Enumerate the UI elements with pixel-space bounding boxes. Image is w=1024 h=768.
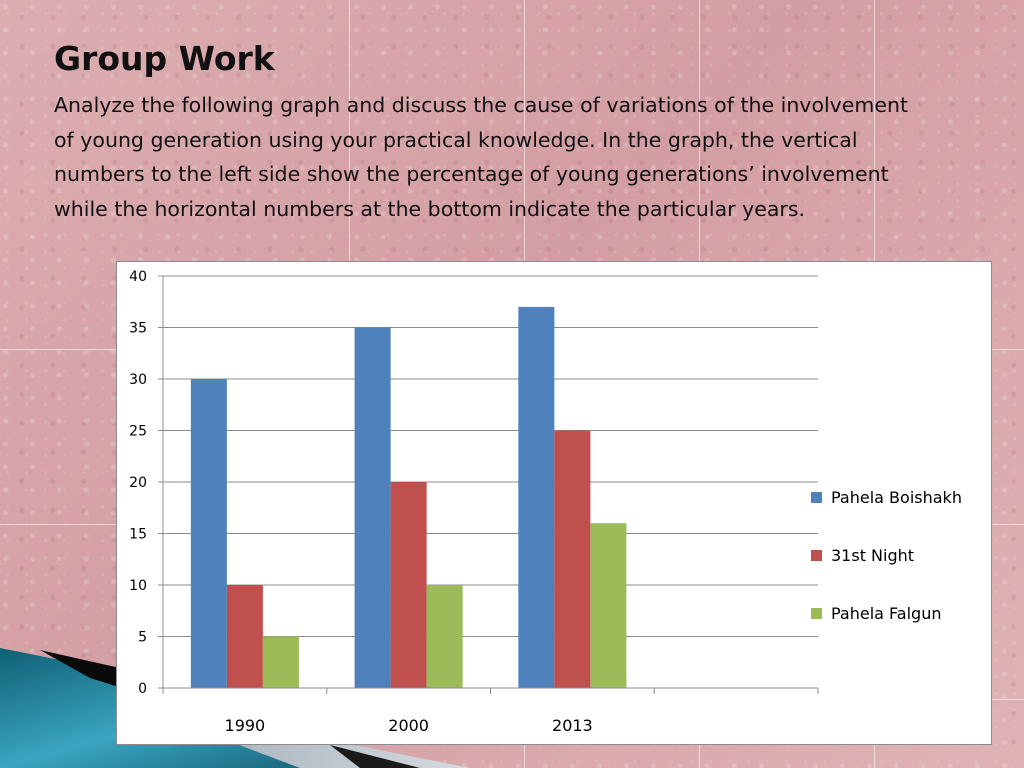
bar bbox=[590, 523, 627, 688]
y-tick-label: 40 bbox=[129, 269, 147, 285]
y-tick-label: 25 bbox=[129, 424, 147, 440]
y-tick-label: 15 bbox=[129, 527, 147, 543]
y-tick-label: 10 bbox=[129, 578, 147, 594]
x-tick-label: 2013 bbox=[552, 716, 593, 735]
chart-bars bbox=[190, 306, 627, 688]
y-tick-label: 30 bbox=[129, 372, 147, 388]
bar bbox=[390, 482, 427, 688]
legend-label: Pahela Boishakh bbox=[831, 488, 962, 507]
bar bbox=[354, 327, 391, 688]
chart-canvas: 0 5 10 15 20 25 30 35 40 1990 2000 2013 Pahela Bois… bbox=[129, 269, 962, 735]
legend-swatch bbox=[811, 492, 822, 503]
slide-instructions: Analyze the following graph and discuss … bbox=[54, 93, 909, 221]
bar bbox=[226, 585, 263, 688]
y-tick-label: 35 bbox=[129, 321, 147, 337]
bar-chart: 0 5 10 15 20 25 30 35 40 1990 2000 2013 Pahela Bois… bbox=[116, 261, 992, 745]
legend-swatch bbox=[811, 550, 822, 561]
y-tick-label: 0 bbox=[138, 681, 147, 697]
bar bbox=[262, 636, 299, 688]
y-tick-label: 5 bbox=[138, 630, 147, 646]
chart-axes: 0 5 10 15 20 25 30 35 40 1990 2000 2013 bbox=[129, 269, 819, 735]
chart-grid bbox=[163, 275, 818, 637]
legend-label: 31st Night bbox=[831, 546, 914, 565]
chart-legend: Pahela Boishakh 31st Night Pahela Falgun bbox=[811, 488, 962, 623]
slide-title: Group Work bbox=[54, 39, 275, 78]
x-tick-label: 2000 bbox=[388, 716, 429, 735]
legend-swatch bbox=[811, 608, 822, 619]
bar bbox=[554, 430, 591, 688]
bar bbox=[518, 306, 555, 688]
bar bbox=[190, 379, 227, 688]
x-tick-label: 1990 bbox=[225, 716, 266, 735]
bar bbox=[426, 585, 463, 688]
y-tick-label: 20 bbox=[129, 475, 147, 491]
legend-label: Pahela Falgun bbox=[831, 604, 941, 623]
